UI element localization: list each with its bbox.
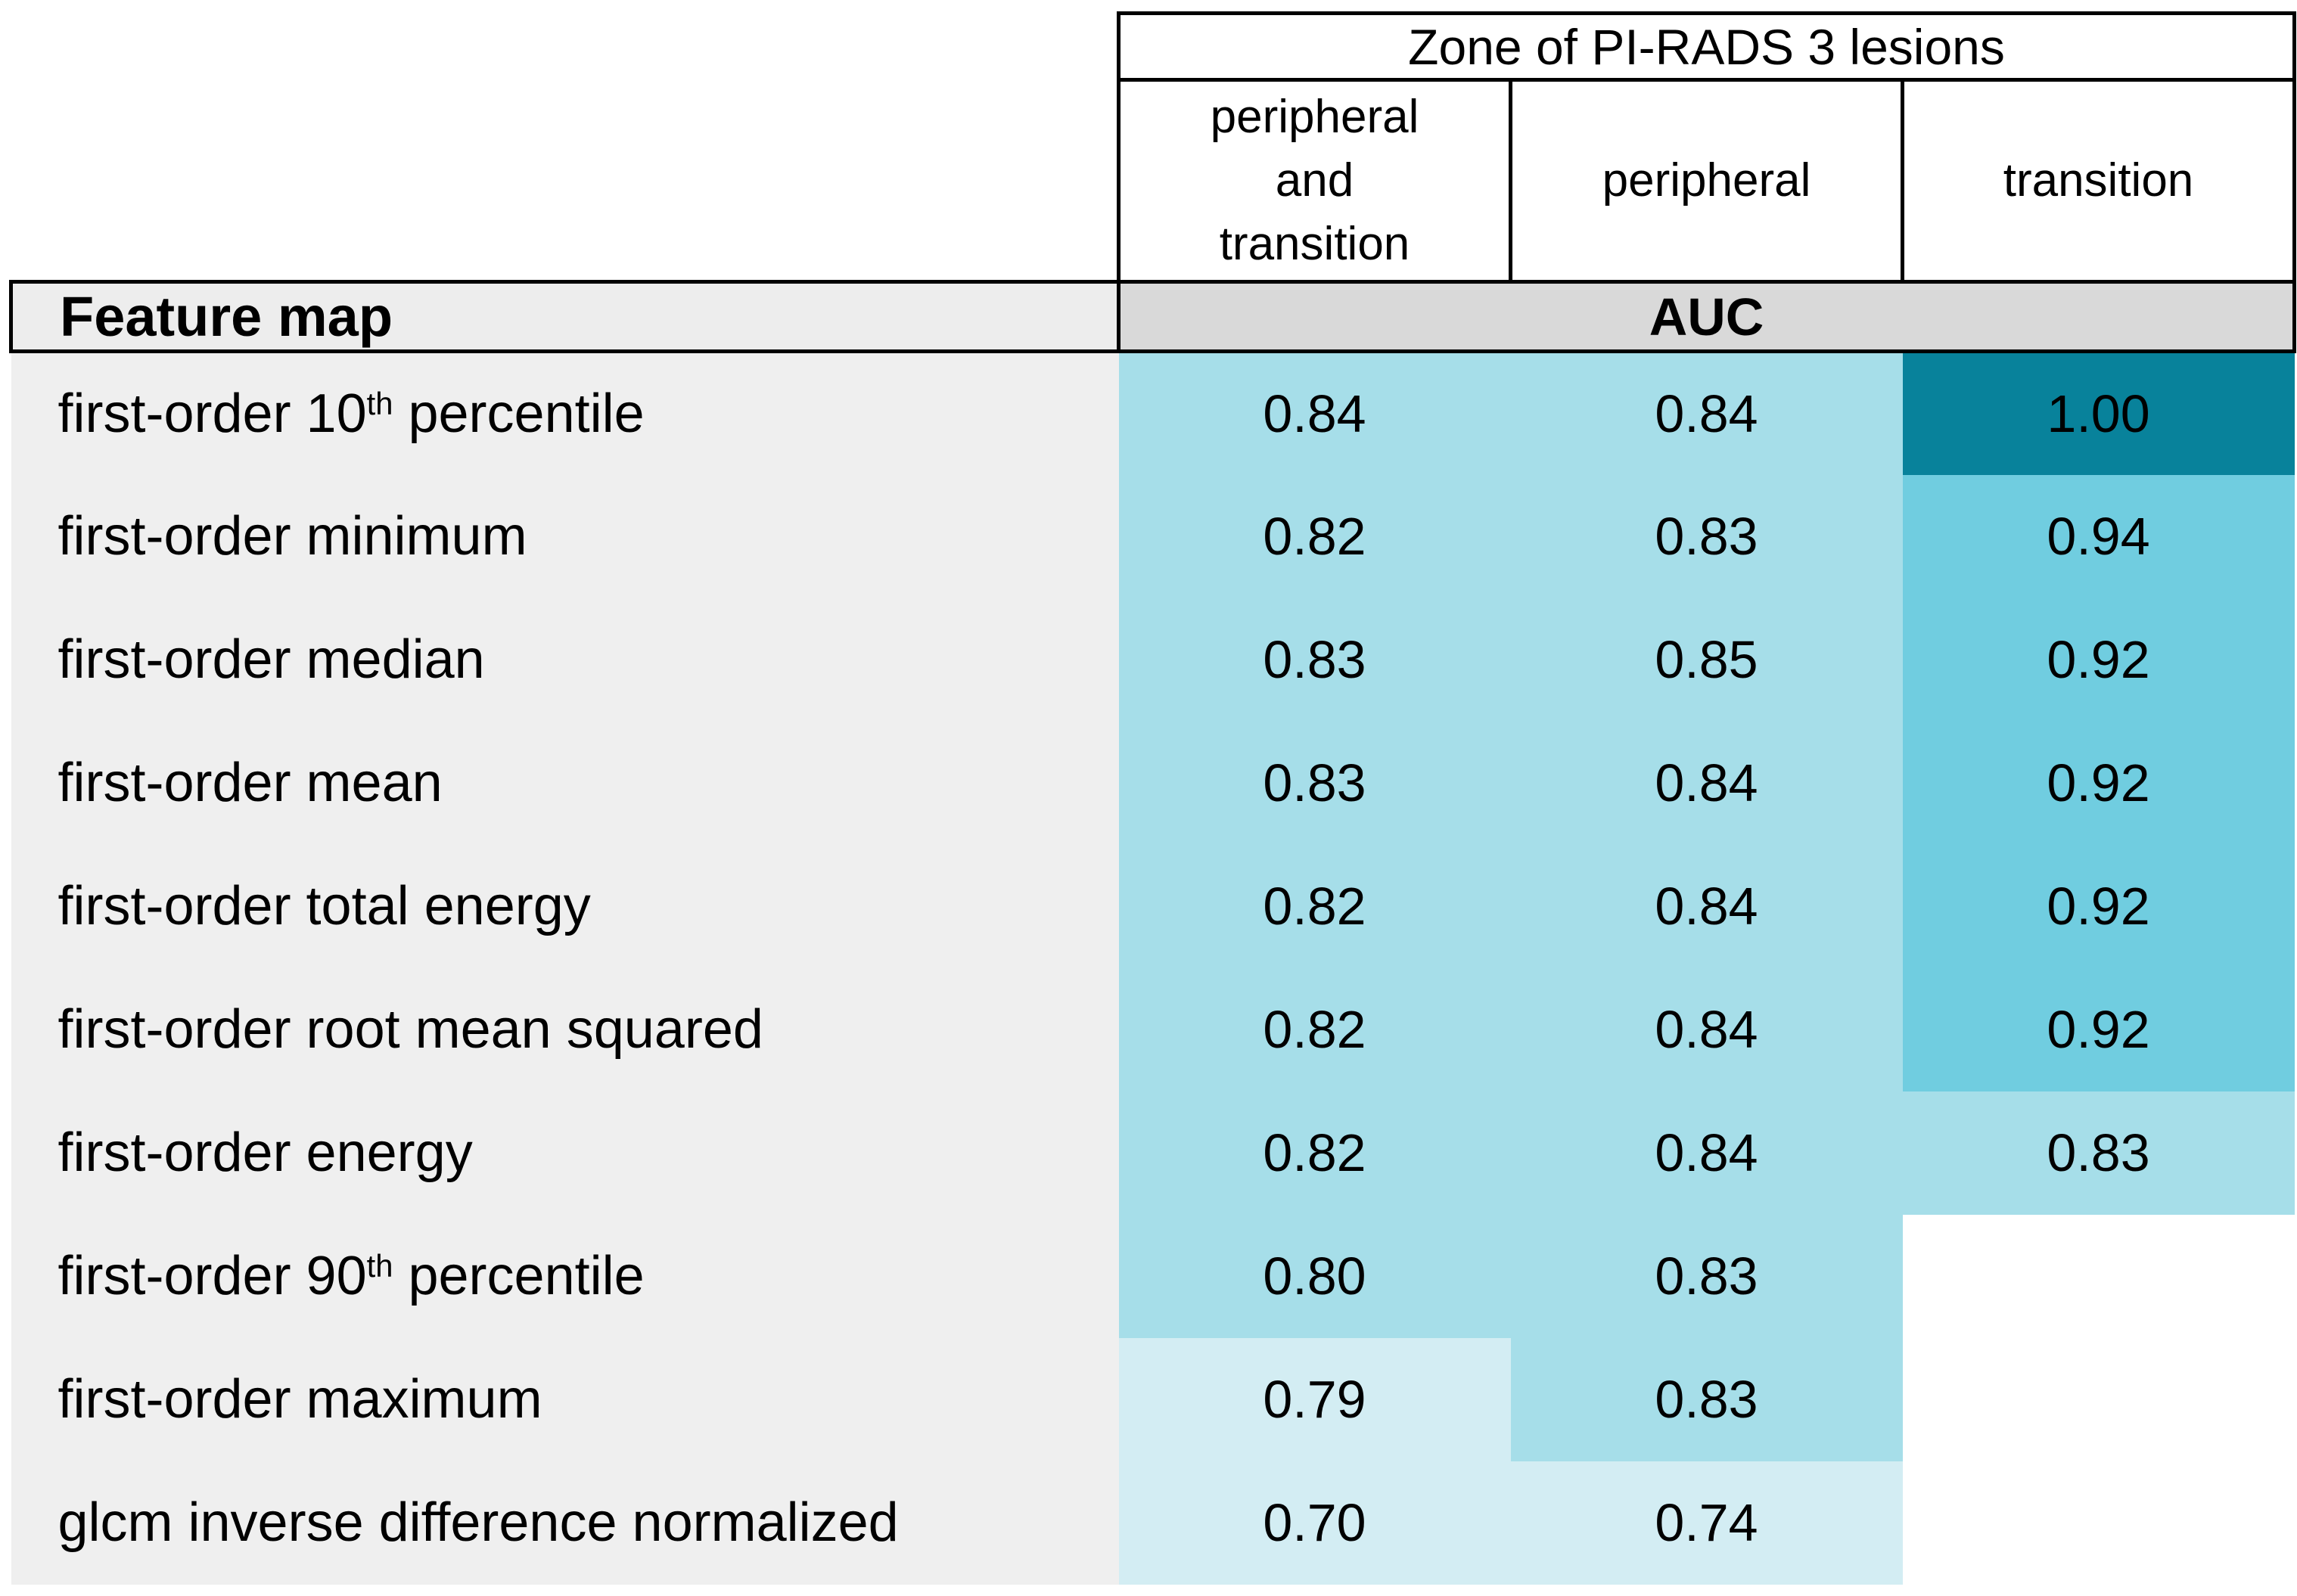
feature-map-header: Feature map — [9, 280, 1121, 353]
auc-value-cell: 0.92 — [1902, 844, 2295, 968]
zone-header-cell: Zone of PI-RADS 3 lesions — [1116, 11, 2297, 82]
auc-value-cell: 0.82 — [1118, 1091, 1511, 1215]
auc-value-cell: 0.84 — [1510, 351, 1903, 475]
auc-value-cell: 0.83 — [1118, 598, 1511, 722]
auc-value-cell: 0.80 — [1118, 1214, 1511, 1338]
auc-value-cell: 0.83 — [1510, 1337, 1903, 1461]
column-header-peripheral-and-transition: peripheral and transition — [1117, 78, 1512, 284]
auc-value-cell: 0.83 — [1902, 1091, 2295, 1215]
auc-value-cell: 0.82 — [1118, 967, 1511, 1091]
feature-label: first-order 90th percentile — [11, 1214, 1119, 1338]
auc-value-cell: 0.84 — [1510, 967, 1903, 1091]
auc-value-cell: 0.74 — [1510, 1461, 1903, 1585]
auc-value-cell: 0.92 — [1902, 598, 2295, 722]
table-row: first-order 10th percentile 0.84 0.84 1.00 — [11, 351, 2295, 475]
auc-value-cell: 0.84 — [1510, 1091, 1903, 1215]
feature-label: glcm inverse difference normalized — [11, 1461, 1119, 1585]
auc-empty-cell — [1902, 1337, 2295, 1461]
auc-value-cell: 0.92 — [1902, 967, 2295, 1091]
auc-header: AUC — [1116, 280, 2297, 353]
ordinal-superscript: th — [366, 386, 393, 422]
table-row: first-order root mean squared 0.82 0.84 0.9… — [11, 967, 2295, 1091]
table-row: first-order mean 0.83 0.84 0.92 — [11, 721, 2295, 845]
ordinal-superscript: th — [366, 1248, 393, 1284]
table-body: first-order 10th percentile 0.84 0.84 1.00 f… — [11, 351, 2295, 1585]
auc-empty-cell — [1902, 1461, 2295, 1585]
table-row: first-order maximum 0.79 0.83 — [11, 1337, 2295, 1461]
feature-label: first-order energy — [11, 1091, 1119, 1215]
feature-label: first-order 10th percentile — [11, 351, 1119, 475]
table-row: first-order energy 0.82 0.84 0.83 — [11, 1091, 2295, 1215]
empty-corner-cell — [11, 13, 1119, 282]
column-header-transition: transition — [1900, 78, 2297, 284]
auc-value-cell: 0.92 — [1902, 721, 2295, 845]
table-row: first-order 90th percentile 0.80 0.83 — [11, 1214, 2295, 1338]
auc-value-cell: 0.79 — [1118, 1337, 1511, 1461]
auc-value-cell: 0.84 — [1118, 351, 1511, 475]
auc-value-cell: 0.84 — [1510, 844, 1903, 968]
column-header-peripheral: peripheral — [1509, 78, 1904, 284]
auc-value-cell: 0.94 — [1902, 474, 2295, 598]
auc-value-cell: 0.70 — [1118, 1461, 1511, 1585]
table-row: first-order median 0.83 0.85 0.92 — [11, 598, 2295, 722]
auc-value-cell: 0.83 — [1510, 474, 1903, 598]
feature-label: first-order mean — [11, 721, 1119, 845]
table-row: first-order total energy 0.82 0.84 0.92 — [11, 844, 2295, 968]
auc-value-cell: 0.84 — [1510, 721, 1903, 845]
feature-label: first-order median — [11, 598, 1119, 722]
auc-value-cell: 0.85 — [1510, 598, 1903, 722]
auc-value-cell: 0.82 — [1118, 844, 1511, 968]
feature-label: first-order maximum — [11, 1337, 1119, 1461]
zone-header-text: Zone of PI-RADS 3 lesions — [1408, 18, 2005, 75]
auc-value-cell: 0.83 — [1118, 721, 1511, 845]
auc-value-cell: 0.83 — [1510, 1214, 1903, 1338]
auc-value-cell: 1.00 — [1902, 351, 2295, 475]
feature-label: first-order total energy — [11, 844, 1119, 968]
table-row: glcm inverse difference normalized 0.70 0.… — [11, 1461, 2295, 1585]
auc-value-cell: 0.82 — [1118, 474, 1511, 598]
auc-empty-cell — [1902, 1214, 2295, 1338]
feature-label: first-order root mean squared — [11, 967, 1119, 1091]
feature-label: first-order minimum — [11, 474, 1119, 598]
pirads-auc-heatmap-table: Zone of PI-RADS 3 lesions peripheral and… — [9, 11, 2297, 1585]
table-row: first-order minimum 0.82 0.83 0.94 — [11, 474, 2295, 598]
